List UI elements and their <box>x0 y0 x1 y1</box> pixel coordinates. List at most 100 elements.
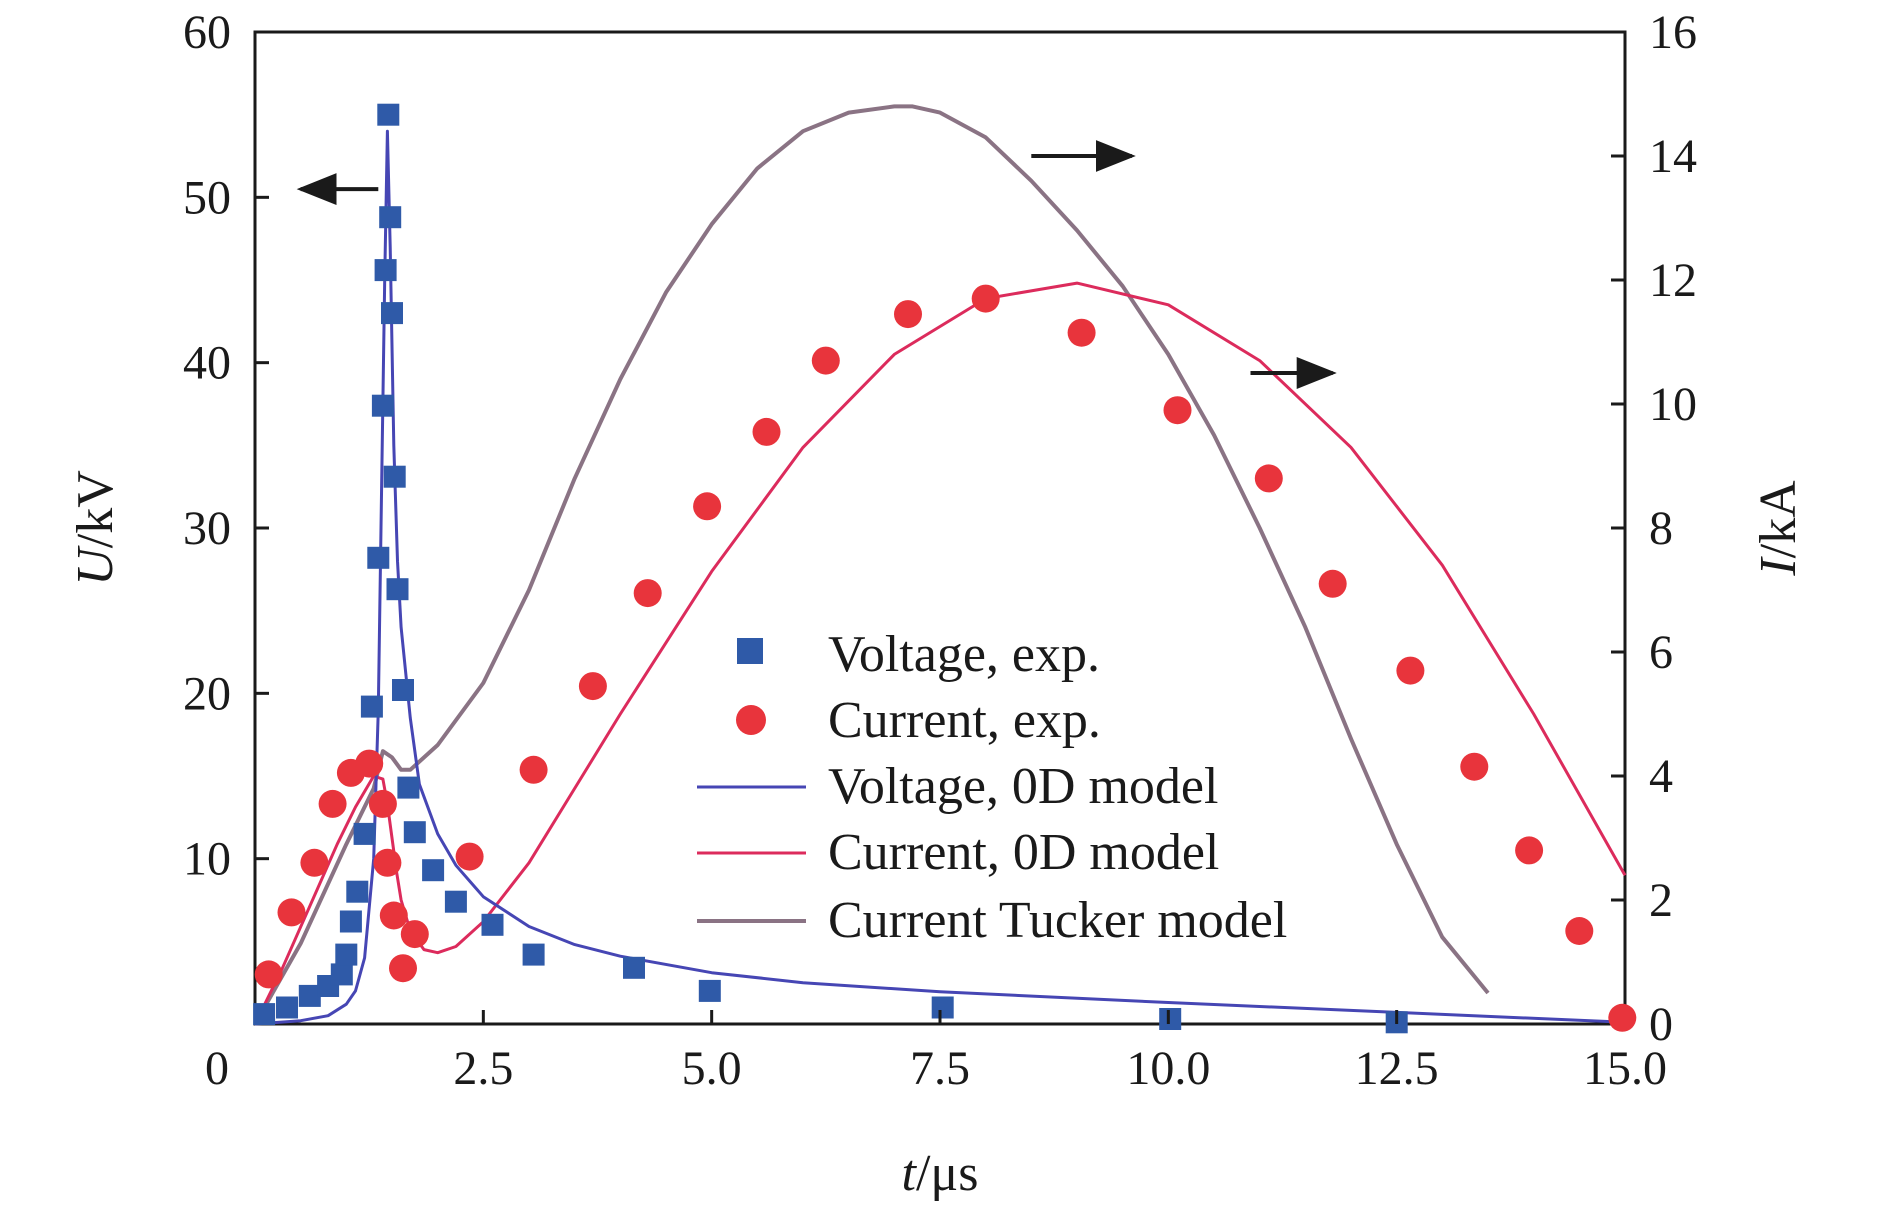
voltage-exp-point <box>377 103 400 126</box>
current-exp-point <box>1163 396 1192 425</box>
series-line-3 <box>253 281 1627 1025</box>
y-right-axis-title: I/kA <box>1750 480 1807 577</box>
y-left-axis-title-var: U <box>67 545 124 586</box>
voltage-exp-point <box>339 910 362 933</box>
x-axis-title: t/μs <box>901 1145 978 1202</box>
current-exp-point <box>1460 752 1489 781</box>
legend-marker-voltage-exp <box>737 638 763 664</box>
voltage-exp-point <box>481 913 504 936</box>
x-tick-label: 0 <box>205 1042 229 1095</box>
voltage-exp-point <box>1159 1008 1182 1030</box>
current-exp-point <box>971 284 1000 313</box>
y-left-tick-label: 30 <box>183 502 231 555</box>
x-tick-label: 10.0 <box>1126 1042 1210 1095</box>
voltage-exp-point <box>931 996 954 1019</box>
voltage-exp-point <box>623 956 645 979</box>
current-exp-point <box>1565 917 1594 945</box>
current-exp-point <box>400 920 429 949</box>
x-axis-title-var: t <box>901 1145 917 1202</box>
model-lines <box>253 104 1627 1026</box>
voltage-exp-point <box>374 259 397 282</box>
voltage-exp-point <box>360 695 383 718</box>
voltage-exp-point <box>381 302 403 325</box>
legend-label-current-exp: Current, exp. <box>828 692 1101 749</box>
current-exp-point <box>379 901 408 930</box>
legend-label-current-0d: Current, 0D model <box>828 824 1219 881</box>
current-exp-point <box>1515 836 1544 865</box>
current-exp-point <box>578 672 607 701</box>
legend: Voltage, exp. Current, exp. Voltage, 0D … <box>697 626 1287 949</box>
y-right-tick-label: 12 <box>1649 254 1697 307</box>
y-left-axis-title: U/kV <box>67 470 124 586</box>
current-exp-point <box>519 755 548 784</box>
x-axis-title-unit: /μs <box>916 1145 979 1202</box>
x-tick-label: 12.5 <box>1355 1042 1439 1095</box>
current-exp-point <box>355 749 384 778</box>
y-right-tick-label: 10 <box>1649 378 1697 431</box>
voltage-exp-point <box>698 979 721 1002</box>
series-line-2 <box>254 129 1626 1026</box>
y-right-tick-label: 4 <box>1649 750 1673 803</box>
y-right-tick-label: 14 <box>1649 130 1697 183</box>
voltage-exp-point <box>346 880 369 903</box>
voltage-exp-point <box>392 679 414 701</box>
x-tick-label: 5.0 <box>682 1042 742 1095</box>
y-right-axis-title-var: I <box>1750 556 1807 577</box>
y-right-tick-label: 8 <box>1649 502 1673 555</box>
experimental-points <box>253 103 1637 1034</box>
x-tick-label: 2.5 <box>453 1042 513 1095</box>
y-left-tick-label: 50 <box>183 171 231 224</box>
y-right-tick-label: 0 <box>1649 998 1673 1051</box>
x-tick-label: 15.0 <box>1583 1042 1667 1095</box>
current-exp-point <box>633 579 662 608</box>
voltage-exp-point <box>330 963 353 986</box>
current-exp-point <box>1608 1003 1637 1032</box>
series-line-4 <box>253 104 1490 1025</box>
current-exp-point <box>693 492 722 521</box>
voltage-exp-point <box>276 996 298 1019</box>
legend-label-current-tucker: Current Tucker model <box>828 892 1287 949</box>
legend-label-voltage-0d: Voltage, 0D model <box>828 758 1218 815</box>
voltage-exp-point <box>379 206 402 229</box>
current-exp-point <box>894 300 922 329</box>
voltage-exp-point <box>397 776 420 799</box>
voltage-exp-point <box>522 943 545 966</box>
voltage-exp-point <box>403 821 426 844</box>
current-exp-point <box>389 954 417 983</box>
current-exp-point <box>455 842 484 871</box>
voltage-exp-point <box>444 890 467 913</box>
current-exp-point <box>1067 318 1096 347</box>
voltage-exp-point <box>367 546 390 569</box>
current-exp-point <box>1318 569 1347 598</box>
axis-ticks: 0 2.5 5.0 7.5 10.0 12.5 15.0 10 20 30 40 50 60 0 2 4 6 8 1… <box>183 6 1697 1095</box>
annotation-arrows <box>296 140 1337 389</box>
current-exp-point <box>752 417 781 446</box>
y-left-tick-label: 60 <box>183 6 231 59</box>
current-exp-point <box>1396 656 1425 685</box>
current-exp-point <box>277 898 306 927</box>
legend-marker-current-exp <box>736 705 766 735</box>
y-right-tick-label: 6 <box>1649 626 1673 679</box>
y-left-tick-label: 10 <box>183 833 231 886</box>
current-exp-point <box>254 960 283 989</box>
voltage-exp-point <box>422 859 445 882</box>
current-exp-point <box>368 789 397 818</box>
legend-label-voltage-exp: Voltage, exp. <box>828 626 1100 683</box>
voltage-exp-point <box>353 822 376 845</box>
current-exp-point <box>811 346 840 375</box>
current-exp-point <box>373 848 402 877</box>
voltage-exp-point <box>371 394 394 417</box>
current-exp-point <box>300 848 329 877</box>
y-left-tick-label: 20 <box>183 667 231 720</box>
voltage-exp-point <box>383 465 406 488</box>
current-exp-point <box>1254 464 1283 493</box>
y-right-tick-label: 2 <box>1649 874 1673 927</box>
y-left-tick-label: 40 <box>183 337 231 390</box>
voltage-exp-point <box>298 984 321 1007</box>
y-left-axis-title-unit: /kV <box>67 470 124 548</box>
y-right-axis-title-unit: /kA <box>1750 480 1807 558</box>
voltage-exp-point <box>335 943 358 966</box>
current-exp-point <box>318 789 347 818</box>
x-tick-label: 7.5 <box>910 1042 970 1095</box>
